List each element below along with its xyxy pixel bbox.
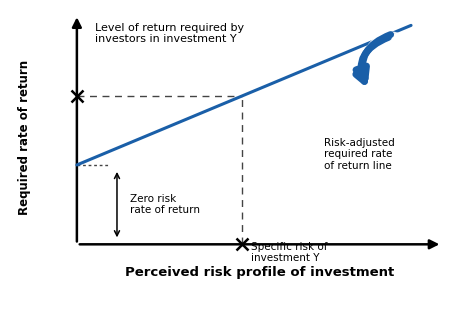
FancyArrowPatch shape [356, 35, 391, 78]
Text: Risk-adjusted
required rate
of return line: Risk-adjusted required rate of return li… [324, 137, 395, 171]
Text: Zero risk
rate of return: Zero risk rate of return [130, 194, 201, 216]
Text: Perceived risk profile of investment: Perceived risk profile of investment [125, 266, 394, 279]
Text: Level of return required by
investors in investment Y: Level of return required by investors in… [95, 23, 244, 44]
Ellipse shape [362, 32, 420, 101]
FancyArrowPatch shape [356, 37, 388, 81]
Text: Specific risk of
investment Y: Specific risk of investment Y [251, 242, 327, 263]
Text: Required rate of return: Required rate of return [18, 60, 31, 215]
